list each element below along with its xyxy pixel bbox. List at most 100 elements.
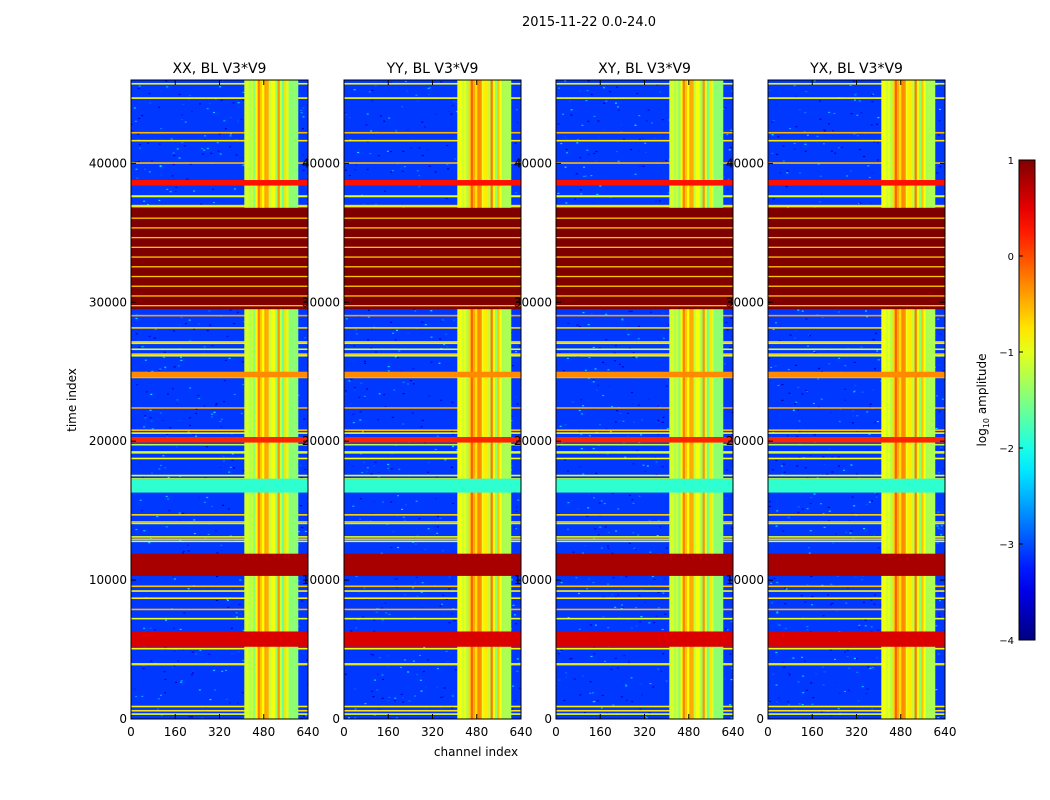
noise-pixel [877,359,880,361]
x-tick-label: 640 [510,725,533,739]
noise-pixel [421,154,424,157]
x-tick-label: 480 [677,725,700,739]
noise-pixel [801,393,804,395]
noise-pixel [771,121,774,123]
noise-pixel [774,365,777,367]
noise-pixel [778,624,781,627]
noise-pixel [801,508,804,510]
rfi-channel-column [687,80,691,719]
noise-pixel [808,335,811,337]
noise-pixel [579,694,582,696]
noise-pixel [619,412,622,415]
rfi-channel-column [470,80,474,719]
noise-pixel [158,106,161,108]
noise-pixel [778,624,781,626]
noise-pixel [243,320,246,323]
rfi-channel-column [704,80,708,719]
noise-pixel [873,603,876,605]
rfi-channel-column [499,80,503,719]
saturated-gap-line [556,295,733,297]
noise-pixel [179,626,182,628]
rfi-time-line [556,432,733,434]
noise-pixel [582,405,585,407]
noise-pixel [870,599,873,601]
noise-pixel [604,526,607,528]
noise-pixel [196,192,199,194]
noise-pixel [415,527,418,530]
noise-pixel [661,628,664,631]
noise-pixel [178,324,181,326]
noise-pixel [778,601,781,603]
rfi-channel-column [899,80,903,719]
noise-pixel [628,542,631,545]
noise-pixel [729,346,732,349]
noise-pixel [145,391,148,393]
noise-pixel [352,415,355,418]
noise-pixel [193,190,196,192]
noise-pixel [935,495,938,497]
noise-pixel [167,498,170,500]
noise-pixel [640,588,643,591]
noise-pixel [867,168,870,170]
noise-pixel [635,606,638,609]
noise-pixel [853,133,856,135]
noise-pixel [227,606,230,608]
noise-pixel [846,587,849,589]
noise-pixel [221,670,224,672]
noise-pixel [402,381,405,383]
noise-pixel [373,465,376,467]
noise-pixel [208,606,211,609]
noise-pixel [558,87,561,89]
noise-pixel [853,361,856,364]
noise-pixel [397,495,400,497]
noise-pixel [191,651,194,653]
noise-pixel [451,695,454,697]
noise-pixel [134,120,137,122]
noise-pixel [386,523,389,525]
noise-pixel [227,508,230,510]
noise-pixel [653,578,656,580]
noise-pixel [414,582,417,584]
noise-pixel [202,153,205,155]
noise-pixel [180,680,183,682]
noise-pixel [583,166,586,168]
noise-pixel [516,610,519,612]
noise-pixel [781,383,784,386]
noise-pixel [822,512,825,515]
noise-pixel [512,685,515,687]
noise-pixel [140,128,143,130]
noise-pixel [789,127,792,130]
noise-pixel [357,151,360,154]
noise-pixel [821,666,824,668]
noise-pixel [943,515,945,517]
noise-pixel [369,152,372,155]
noise-pixel [442,594,445,596]
noise-pixel [592,581,595,584]
noise-pixel [844,365,847,367]
rfi-channel-column [927,80,931,719]
noise-pixel [186,660,189,662]
noise-pixel [665,680,668,682]
noise-pixel [137,133,140,135]
rfi-time-line [131,608,308,611]
noise-pixel [358,396,361,399]
noise-pixel [833,658,836,661]
noise-pixel [344,673,347,675]
noise-pixel [199,103,202,105]
noise-pixel [851,422,854,424]
noise-pixel [602,616,605,618]
noise-pixel [637,534,640,536]
saturated-gap-line [131,266,308,268]
noise-pixel [854,576,857,578]
noise-pixel [564,424,567,426]
noise-pixel [416,170,419,172]
noise-pixel [300,167,303,169]
noise-pixel [413,308,416,310]
noise-pixel [647,398,650,400]
noise-pixel [868,433,871,436]
x-tick-label: 480 [465,725,488,739]
noise-pixel [394,339,397,341]
noise-pixel [841,146,844,149]
strong-time-band [131,180,308,186]
noise-pixel [587,377,590,380]
